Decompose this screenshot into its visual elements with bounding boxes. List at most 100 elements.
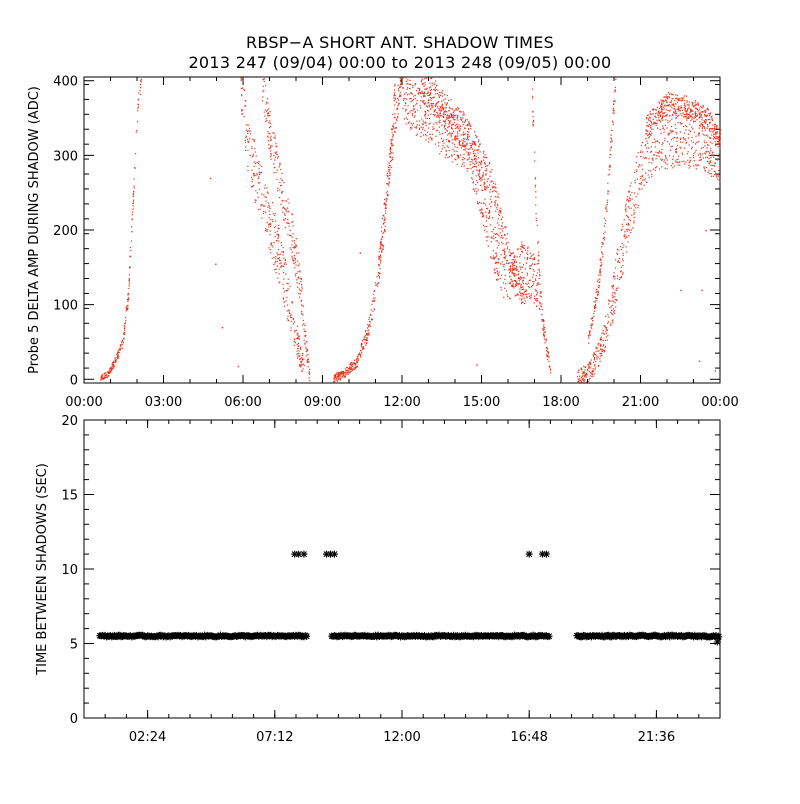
data-point [627, 196, 629, 198]
data-point [604, 217, 606, 219]
data-point [715, 633, 723, 641]
data-point [620, 248, 622, 251]
data-point [116, 356, 118, 358]
data-point [710, 175, 713, 177]
data-point [665, 114, 667, 117]
data-point [442, 144, 444, 147]
data-point [716, 127, 718, 129]
data-point [511, 284, 513, 286]
data-point [537, 241, 539, 243]
data-point [611, 294, 614, 296]
data-point [261, 193, 263, 195]
data-point [487, 235, 489, 238]
data-point [624, 209, 626, 211]
data-point [661, 152, 663, 154]
data-point [684, 107, 686, 110]
data-point [414, 111, 416, 113]
data-point [334, 375, 337, 377]
data-point [466, 167, 468, 170]
data-point [577, 378, 579, 380]
data-point [126, 308, 128, 310]
data-point [696, 107, 698, 109]
data-point [251, 169, 253, 171]
data-point [369, 325, 371, 327]
data-point [439, 105, 441, 108]
data-point [603, 325, 605, 327]
data-point [448, 141, 450, 143]
data-point [673, 165, 675, 167]
data-point [549, 365, 551, 367]
data-point [441, 115, 443, 117]
data-point [675, 161, 677, 163]
data-point [614, 100, 616, 102]
data-point [472, 181, 475, 183]
data-point [261, 100, 263, 102]
data-point [671, 104, 673, 106]
data-point [664, 105, 666, 107]
data-point [696, 115, 698, 117]
data-point [638, 164, 640, 166]
data-point [480, 163, 482, 165]
data-point [671, 118, 673, 120]
data-point [374, 299, 376, 301]
data-point [660, 114, 662, 116]
data-point [132, 193, 135, 195]
data-point [614, 298, 616, 301]
data-point [460, 118, 463, 121]
data-point [435, 85, 437, 87]
data-point [532, 125, 534, 127]
data-point [392, 126, 394, 128]
data-point [479, 209, 481, 211]
data-point [601, 354, 603, 357]
data-point [484, 161, 486, 164]
data-point [434, 105, 437, 108]
data-point [541, 318, 543, 321]
data-point [591, 316, 593, 319]
data-point [443, 113, 445, 115]
data-point [653, 121, 655, 123]
data-point [473, 165, 476, 168]
data-point [293, 240, 296, 242]
data-point [692, 110, 694, 112]
data-point [656, 127, 659, 129]
data-point [446, 102, 448, 104]
data-point [381, 250, 383, 252]
data-point [393, 92, 396, 94]
data-point [492, 190, 494, 193]
data-point [699, 125, 701, 127]
data-point [454, 136, 456, 139]
data-point [275, 272, 277, 274]
data-point [700, 159, 702, 161]
data-point [128, 266, 131, 268]
data-point [699, 121, 701, 123]
data-point [338, 373, 340, 376]
data-point [591, 370, 593, 372]
data-point [414, 82, 416, 85]
data-point [503, 248, 506, 250]
data-point [489, 217, 491, 219]
data-point [124, 326, 126, 328]
data-point [297, 252, 300, 254]
data-point [368, 318, 370, 321]
data-point [491, 237, 493, 239]
data-point [274, 137, 276, 139]
data-point [675, 117, 677, 119]
data-point [686, 101, 688, 103]
data-point [648, 116, 651, 118]
data-point [695, 108, 697, 110]
data-point [373, 300, 375, 302]
data-point [305, 355, 307, 357]
data-point [669, 129, 671, 131]
data-point [386, 190, 388, 192]
data-point [357, 358, 360, 360]
data-point [710, 164, 712, 166]
data-point [125, 317, 127, 319]
data-point [477, 203, 479, 205]
data-point [496, 271, 498, 273]
data-point [110, 371, 112, 373]
data-point [255, 199, 257, 201]
data-point [285, 209, 287, 211]
data-point [592, 354, 594, 356]
data-point [441, 90, 444, 92]
data-point [672, 94, 674, 96]
